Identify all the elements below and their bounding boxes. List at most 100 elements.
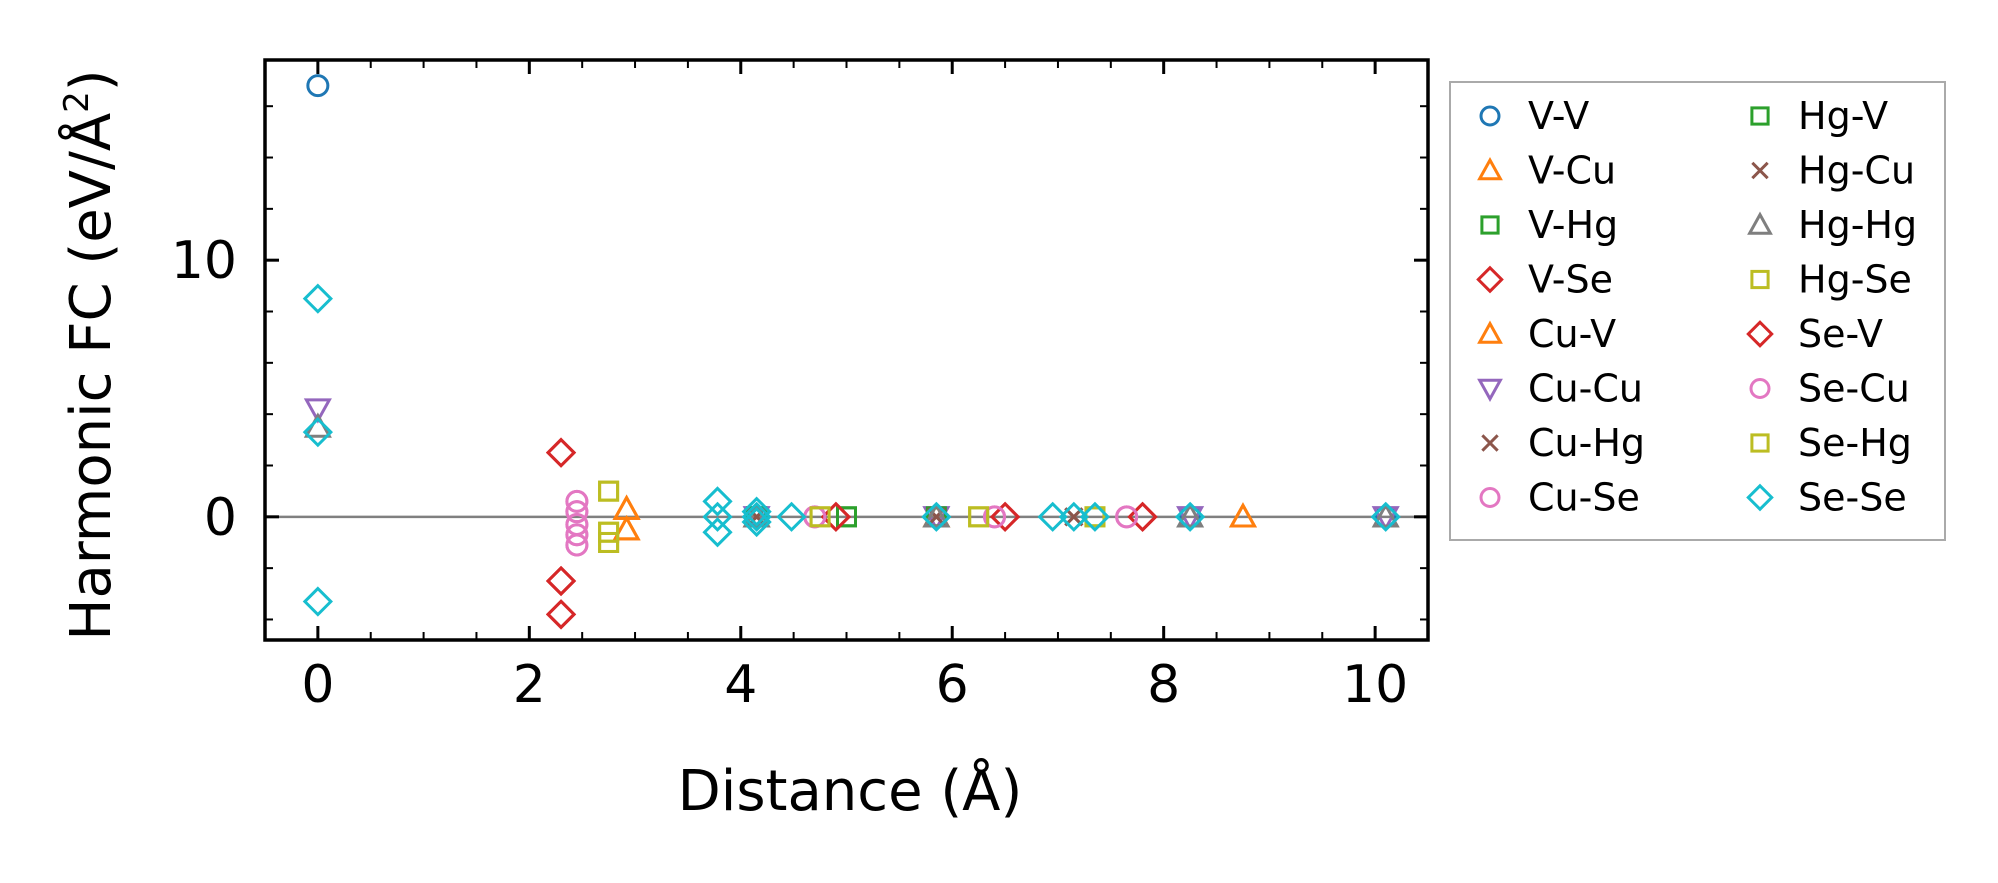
data-point [836,506,857,528]
legend-marker [1480,215,1500,235]
data-point [598,480,620,502]
y-axis-label-superscript: 2 [57,91,97,113]
data-point [545,599,577,630]
legend-item: Se-Se [1746,476,1907,520]
legend-marker [1477,378,1503,402]
legend-label: Hg-V [1798,94,1888,138]
legend-marker [1750,433,1770,453]
data-point [612,515,641,541]
legend-marker [1479,487,1501,508]
x-tick-label: 0 [301,655,334,715]
legend-marker [1750,269,1770,290]
series-Se-Se [302,283,1401,617]
data-point [303,398,332,424]
data-point [922,502,951,528]
data-point [989,501,1021,532]
legend-item: Cu-Cu [1477,367,1643,411]
data-point [598,531,620,553]
legend-item: Hg-V [1750,94,1888,138]
data-point [741,506,772,538]
data-point [565,489,589,513]
series-Cu-Se [565,489,1139,557]
data-point [1371,502,1400,528]
y-tick-label: 0 [204,488,237,548]
series-V-Se [545,437,1158,630]
legend-marker [1477,320,1503,344]
legend-label: V-Se [1528,258,1613,302]
series-V-V [306,74,1398,529]
legend-item: V-V [1479,94,1589,138]
data-point [565,523,589,547]
legend-item: Se-Hg [1750,421,1912,465]
data-point [702,486,733,517]
x-tick-label: 10 [1342,655,1408,715]
data-point [702,517,733,548]
legend-item: Cu-Se [1479,476,1640,520]
data-point [545,437,577,468]
legend-marker [1481,434,1499,452]
legend-marker [1747,211,1773,235]
y-axis-label-close: ) [59,69,124,91]
plot-area: 0 2 4 6 8 10 0 10 [171,58,1430,715]
data-point [741,496,772,527]
legend-label: Cu-V [1528,312,1616,356]
legend-item: V-Hg [1480,203,1618,247]
legend-item: V-Se [1476,258,1613,302]
legend-label: V-V [1528,94,1589,138]
legend-marker [1477,157,1503,181]
data-point [983,505,1007,529]
data-point [1037,501,1068,532]
data-point [1079,501,1111,532]
legend-label: Se-Hg [1798,421,1912,465]
data-point [1176,502,1205,528]
legend-marker [1746,320,1774,348]
plot-frame [263,58,1430,642]
data-point [1174,501,1206,532]
legend-label: V-Cu [1528,149,1616,193]
legend-item: Se-Cu [1749,367,1910,411]
data-point [776,501,807,532]
series-Hg-Hg [303,412,1400,528]
y-axis-label-main: Harmonic FC (eV/Å [58,113,124,641]
legend-marker [1749,378,1771,399]
series-Se-Hg [598,480,1106,553]
data-point [545,565,577,597]
legend-item: Hg-Se [1750,258,1912,302]
legend-label: Se-Se [1798,476,1907,520]
legend-item: Cu-V [1477,312,1616,356]
data-point [741,501,772,532]
data-point [809,506,831,528]
legend-label: Cu-Se [1528,476,1640,520]
data-point [921,501,952,532]
legend-item: Se-V [1746,312,1883,356]
data-point [545,565,577,597]
legend-marker [1476,265,1504,294]
data-point [820,501,852,532]
legend-label: Se-Cu [1798,367,1910,411]
x-tick-label: 6 [936,655,969,715]
data-point [545,437,577,468]
data-point [1127,501,1158,532]
data-point [1058,501,1089,532]
legend-label: Se-V [1798,312,1883,356]
x-tick-label: 4 [724,655,757,715]
y-tick-label: 10 [171,231,237,291]
legend-marker [1479,105,1501,127]
legend-label: Hg-Se [1798,258,1912,302]
x-axis-label: Distance (Å) [678,758,1023,824]
data-point [302,283,333,314]
data-point [302,417,333,448]
legend-label: Cu-Hg [1528,421,1645,465]
legend-box [1449,81,1946,541]
series-Se-V [545,437,1158,630]
x-tick-label: 8 [1147,655,1180,715]
data-point [1370,501,1401,532]
legend-label: Cu-Cu [1528,367,1643,411]
data-point [302,586,333,617]
data-point [306,74,330,98]
legend-label: Hg-Hg [1798,203,1917,247]
legend-label: Hg-Cu [1798,149,1915,193]
data-point [702,501,733,532]
legend: V-V V-Cu V-Hg V-Se Cu-V Cu-Cu Cu-Hg Cu-Se Hg-V Hg… [1449,81,1946,541]
